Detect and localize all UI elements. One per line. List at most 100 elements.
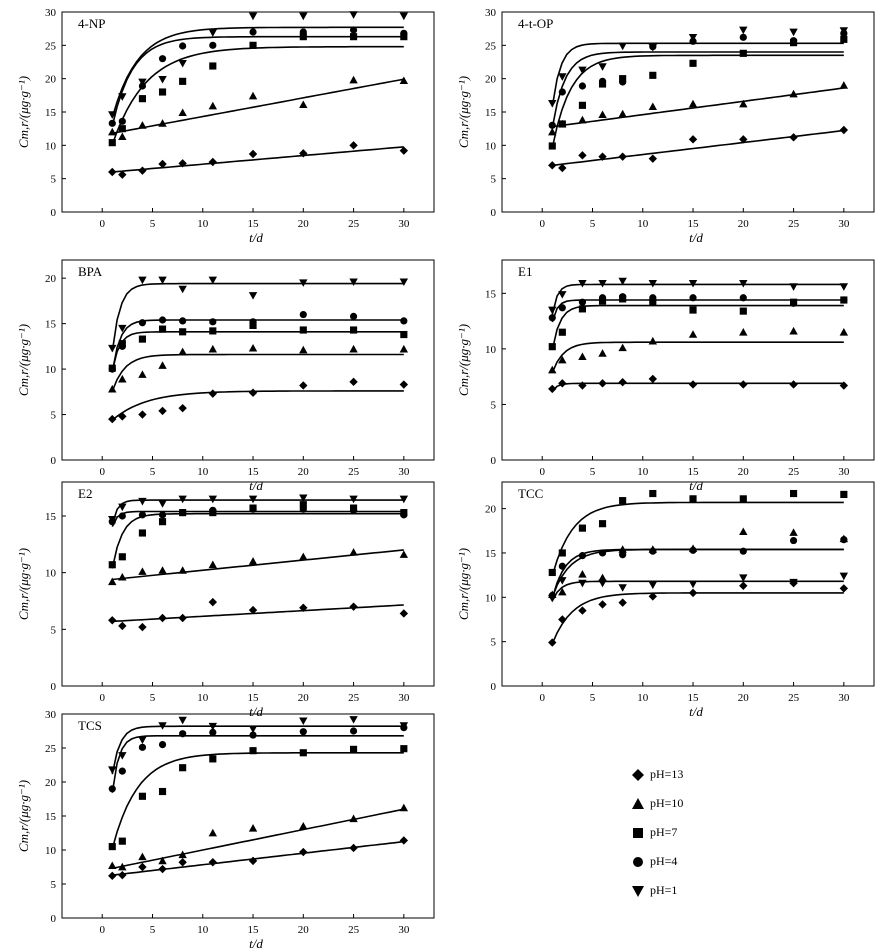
data-point-ph13 [118,412,127,421]
data-point-ph4 [598,549,607,557]
data-point-ph1 [349,495,358,504]
y-tick-label: 20 [45,777,57,789]
x-tick-label: 20 [298,692,310,704]
data-point-ph10 [598,573,607,582]
x-tick-label: 20 [738,466,750,478]
x-tick-label: 15 [248,692,260,704]
data-point-ph10 [208,344,218,353]
data-point-ph1 [108,111,117,119]
fit-line-ph10 [551,341,844,374]
legend-label: pH=4 [650,854,678,868]
x-tick-label: 0 [99,218,105,230]
y-tick-label: 5 [51,410,57,422]
data-point-ph7 [249,747,257,755]
x-axis-label: t/d [249,936,263,951]
data-point-ph1 [299,494,308,503]
y-tick-label: 5 [51,174,57,186]
data-point-ph1 [118,503,127,512]
x-axis-label: t/d [689,230,703,245]
data-point-ph7 [400,745,408,753]
data-point-ph10 [208,828,218,837]
x-tick-label: 0 [539,466,545,478]
data-point-ph7 [138,95,147,103]
plot-frame [61,11,435,213]
data-point-ph13 [208,597,218,607]
data-point-ph10 [158,361,167,369]
data-point-ph10 [739,328,748,336]
x-tick-label: 10 [197,924,209,936]
data-point-ph13 [598,600,607,609]
x-axis-label: t/d [249,230,263,245]
data-point-ph4 [249,28,257,36]
data-point-ph7 [619,497,627,505]
y-tick-label: 20 [485,504,497,516]
y-tick-label: 0 [491,207,497,219]
data-point-ph13 [688,380,698,389]
data-point-ph7 [548,142,556,150]
data-point-ph4 [249,318,257,326]
data-point-ph10 [578,352,587,361]
data-point-ph13 [108,414,117,424]
fit-line-ph10 [112,549,404,581]
data-point-ph10 [178,347,187,356]
fit-line-ph10 [112,78,404,135]
data-point-ph1 [399,278,409,287]
data-point-ph13 [208,858,218,867]
data-point-ph10 [648,102,658,111]
data-point-ph13 [349,843,358,853]
data-point-ph4 [649,294,657,302]
data-point-ph7 [349,326,358,334]
x-tick-label: 15 [688,218,700,230]
data-point-ph10 [739,99,748,108]
data-point-ph10 [548,365,557,374]
data-point-ph1 [688,580,698,589]
y-tick-label: 30 [45,7,57,19]
data-point-ph4 [138,511,147,519]
y-tick-label: 15 [45,107,57,119]
data-point-ph13 [648,154,658,163]
data-point-ph1 [789,283,798,291]
data-point-ph1 [158,500,167,508]
data-point-ph10 [618,545,627,553]
x-tick-label: 30 [838,692,850,704]
data-point-ph1 [248,292,258,300]
data-point-ph13 [578,606,587,615]
data-point-ph1 [349,278,358,287]
chart-title: 4-NP [78,16,105,31]
y-tick-label: 25 [485,40,497,52]
data-point-ph13 [548,384,557,394]
circle-marker-icon [633,856,643,867]
data-point-ph4 [158,511,167,519]
y-axis-label: Cm,r/(μg·g⁻¹) [16,548,31,620]
y-tick-label: 5 [51,624,57,636]
data-point-ph10 [108,127,117,136]
data-point-ph4 [349,26,358,34]
data-point-ph10 [399,76,409,85]
x-tick-label: 15 [248,218,260,230]
y-axis-label: Cm,r/(μg·g⁻¹) [456,324,471,396]
data-point-ph10 [299,552,308,561]
data-point-ph4 [108,785,116,793]
data-point-ph1 [208,495,218,504]
y-tick-label: 5 [491,637,497,649]
data-point-ph1 [138,276,147,285]
y-tick-label: 20 [485,74,497,86]
data-point-ph1 [208,29,218,37]
fit-line-ph10 [552,87,844,128]
fit-line-ph10 [111,353,404,392]
data-point-ph1 [138,497,147,506]
x-tick-label: 30 [398,466,410,478]
x-tick-label: 25 [348,924,360,936]
data-point-ph1 [648,43,658,52]
data-point-ph7 [179,77,187,85]
data-point-ph7 [840,35,848,43]
data-point-ph13 [739,581,748,590]
data-point-ph4 [158,316,167,324]
data-point-ph1 [399,495,409,504]
data-point-ph4 [108,119,116,127]
square-marker-icon [633,827,643,838]
data-point-ph10 [208,560,218,569]
data-point-ph4 [299,505,307,513]
data-point-ph1 [839,27,849,35]
